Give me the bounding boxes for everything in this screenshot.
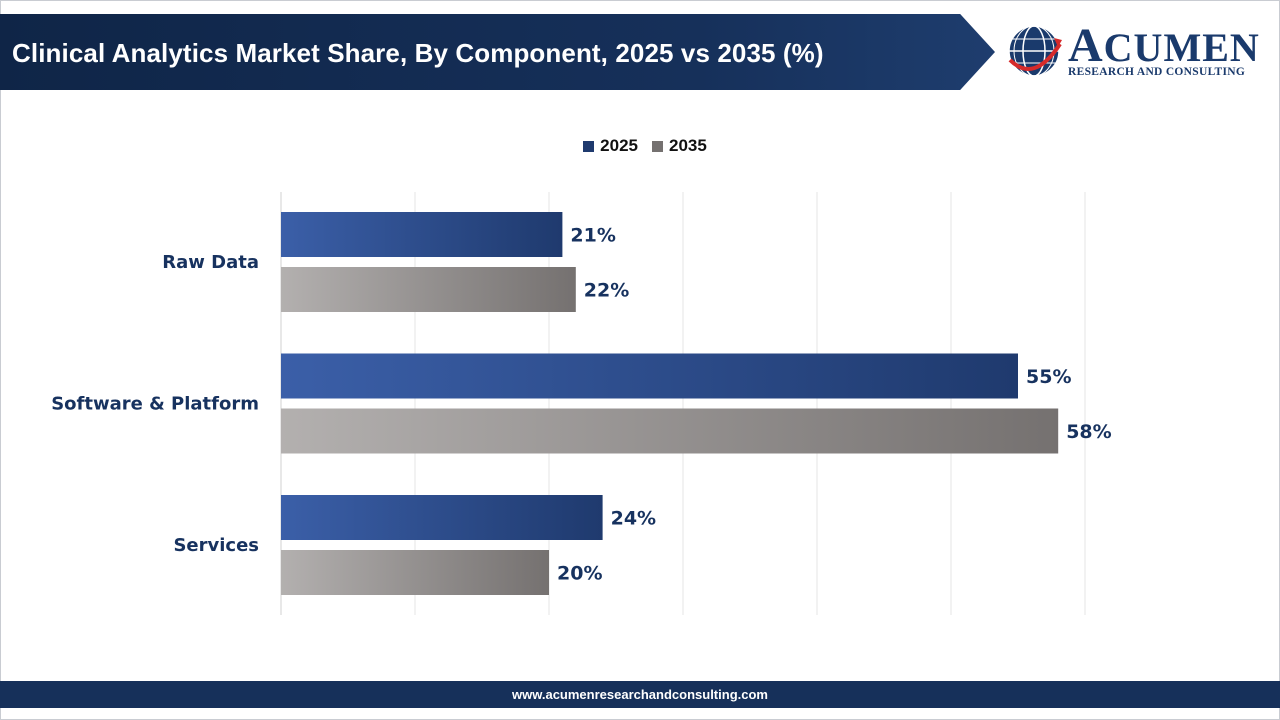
legend-item-2025: 2025 bbox=[583, 136, 638, 156]
legend-label-2025: 2025 bbox=[600, 136, 638, 155]
category-label: Software & Platform bbox=[51, 394, 259, 415]
bar bbox=[281, 495, 603, 540]
category-label: Services bbox=[173, 535, 259, 556]
legend-swatch-2025 bbox=[583, 140, 595, 152]
legend-label-2035: 2035 bbox=[669, 136, 707, 155]
footer-url: www.acumenresearchandconsulting.com bbox=[512, 687, 768, 702]
chart-title: Clinical Analytics Market Share, By Comp… bbox=[12, 38, 824, 68]
logo-wordmark: ACUMEN bbox=[1068, 22, 1260, 70]
legend-item-2035: 2035 bbox=[652, 136, 707, 156]
bar bbox=[281, 550, 549, 595]
data-label: 20% bbox=[557, 563, 602, 585]
data-label: 22% bbox=[584, 280, 629, 302]
data-label: 21% bbox=[570, 225, 615, 247]
bar bbox=[281, 353, 1018, 399]
logo-rest: CUMEN bbox=[1103, 25, 1260, 70]
footer-bar: www.acumenresearchandconsulting.com bbox=[0, 681, 1280, 708]
bar bbox=[281, 408, 1059, 454]
bar bbox=[281, 267, 576, 312]
data-label: 58% bbox=[1066, 421, 1111, 443]
title-banner: Clinical Analytics Market Share, By Comp… bbox=[0, 14, 995, 90]
globe-icon bbox=[1008, 25, 1062, 77]
logo-subtitle: RESEARCH AND CONSULTING bbox=[1068, 66, 1246, 78]
data-label: 55% bbox=[1026, 366, 1071, 388]
category-label: Raw Data bbox=[162, 252, 259, 273]
bar bbox=[281, 212, 563, 257]
data-label: 24% bbox=[611, 508, 656, 530]
logo-initial: A bbox=[1068, 19, 1104, 72]
acumen-logo: ACUMEN RESEARCH AND CONSULTING bbox=[1006, 20, 1268, 86]
legend-swatch-2035 bbox=[652, 140, 663, 152]
chart-legend: 2025 2035 bbox=[0, 134, 1280, 158]
